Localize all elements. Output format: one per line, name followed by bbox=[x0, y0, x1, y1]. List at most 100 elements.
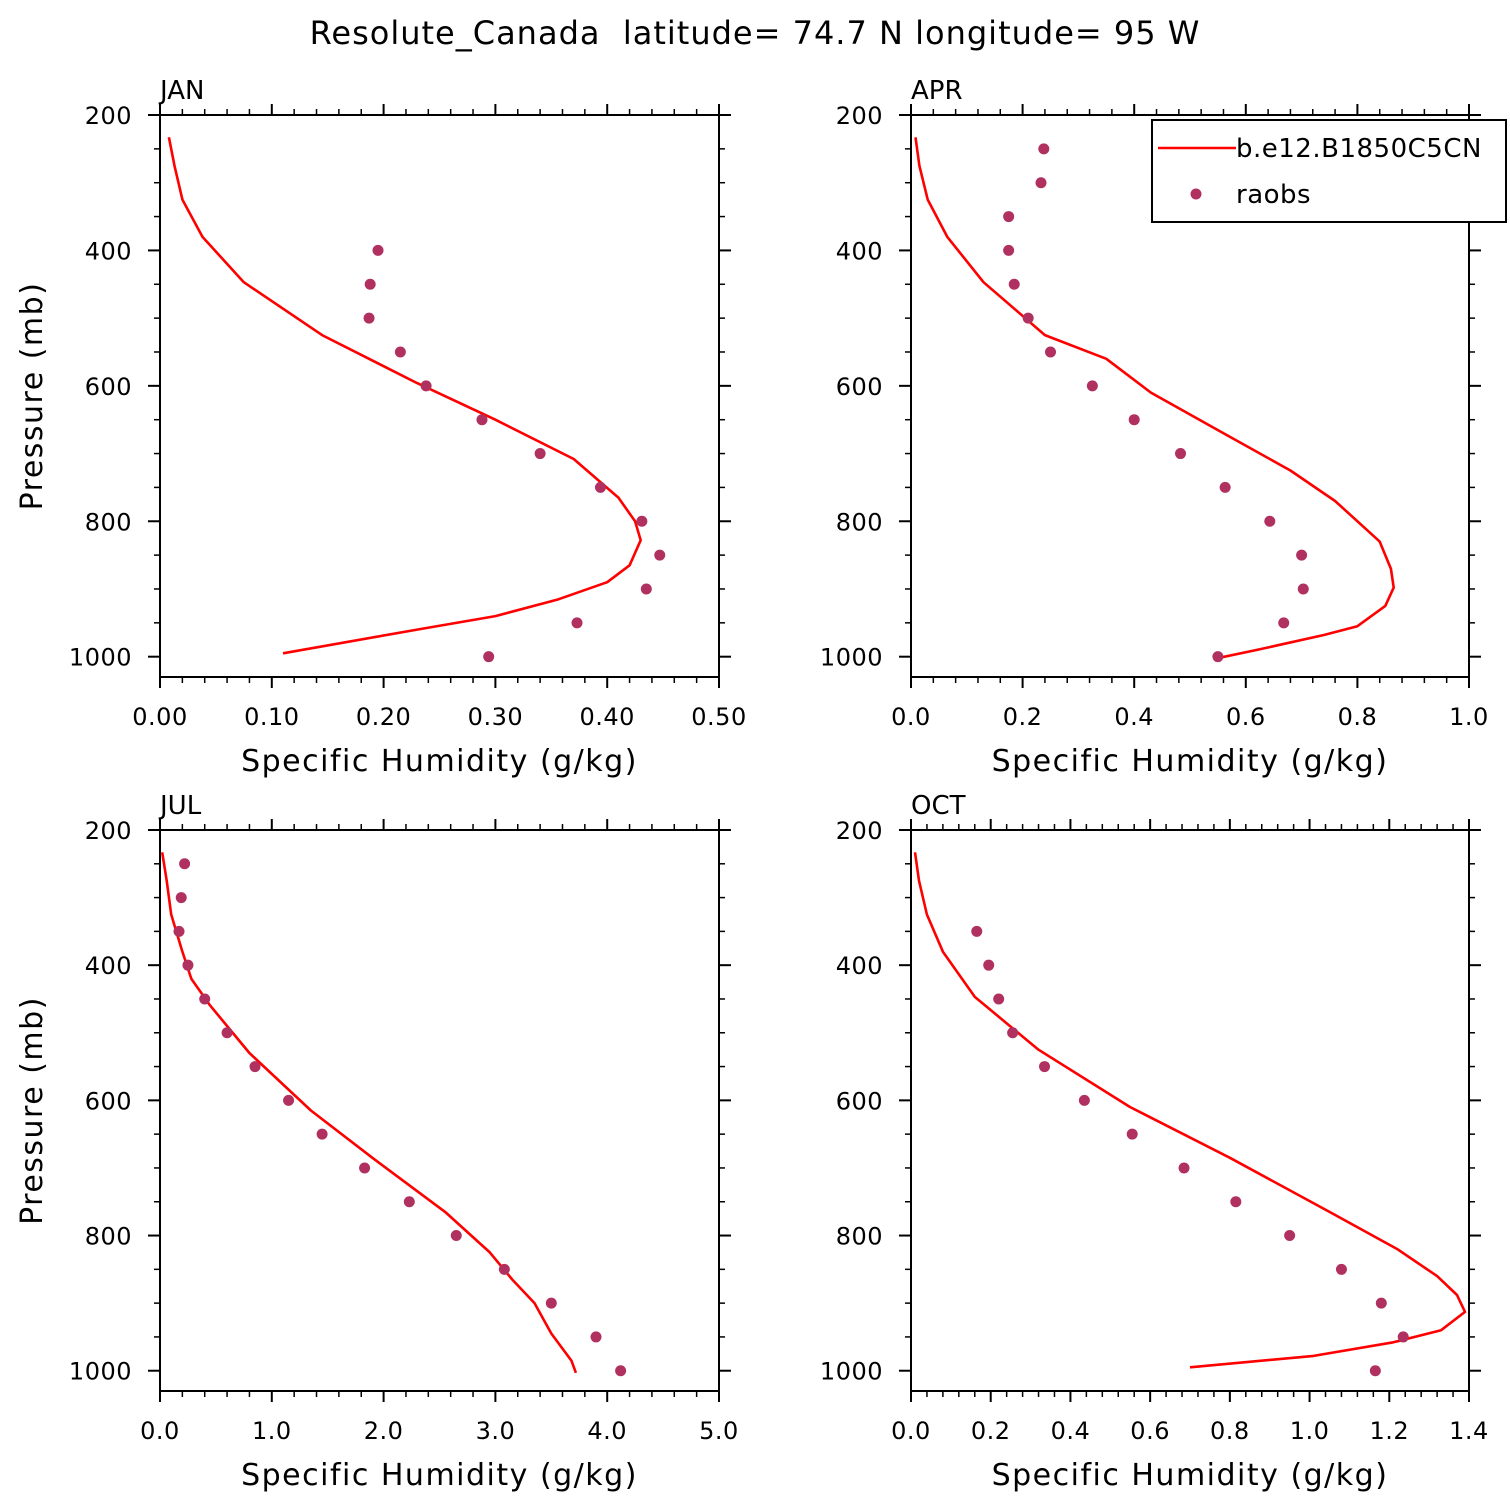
series-point-raobs bbox=[636, 515, 648, 527]
series-point-raobs bbox=[983, 959, 995, 971]
x-tick-label: 0.4 bbox=[1051, 1417, 1091, 1445]
series-point-raobs bbox=[1003, 244, 1015, 256]
series-point-raobs bbox=[1284, 1230, 1296, 1242]
series-point-raobs bbox=[1003, 211, 1015, 223]
legend-label-model: b.e12.B1850C5CN bbox=[1236, 134, 1482, 164]
series-point-raobs bbox=[175, 892, 187, 904]
series-point-raobs bbox=[1375, 1297, 1387, 1309]
plot-frame bbox=[910, 114, 1470, 678]
series-point-raobs bbox=[394, 346, 406, 358]
series-point-raobs bbox=[1086, 380, 1098, 392]
series-point-raobs bbox=[1219, 481, 1231, 493]
x-tick-label: 0.0 bbox=[891, 703, 931, 731]
series-point-raobs bbox=[364, 278, 376, 290]
series-point-raobs bbox=[1296, 549, 1308, 561]
y-tick-label: 800 bbox=[85, 508, 132, 536]
series-line-model bbox=[160, 852, 578, 1374]
panel-jan: JAN 0.00 0.10 0.20 0.30 0.40 0.50 200 400 600 800 1… bbox=[15, 76, 746, 779]
series-point-raobs bbox=[249, 1061, 261, 1073]
series-point-raobs bbox=[1022, 312, 1034, 324]
series-point-raobs bbox=[173, 925, 185, 937]
y-tick-label: 1000 bbox=[69, 1358, 132, 1386]
x-axis-title: Specific Humidity (g/kg) bbox=[241, 744, 638, 779]
y-tick-label: 200 bbox=[836, 817, 883, 845]
series-point-raobs bbox=[534, 448, 546, 460]
x-axis-title: Specific Humidity (g/kg) bbox=[992, 1458, 1389, 1493]
series-point-raobs bbox=[615, 1365, 627, 1377]
series-point-raobs bbox=[420, 380, 432, 392]
series-point-raobs bbox=[179, 858, 191, 870]
series-line-model bbox=[913, 852, 1467, 1369]
x-tick-label: 0.40 bbox=[579, 703, 634, 731]
series-point-raobs bbox=[545, 1297, 557, 1309]
x-tick-label: 0.8 bbox=[1210, 1417, 1250, 1445]
x-tick-label: 0.0 bbox=[140, 1417, 180, 1445]
y-tick-label: 600 bbox=[836, 373, 883, 401]
x-tick-label: 5.0 bbox=[699, 1417, 739, 1445]
x-tick-label: 2.0 bbox=[364, 1417, 404, 1445]
legend-label-raobs: raobs bbox=[1236, 180, 1311, 210]
x-tick-label: 3.0 bbox=[476, 1417, 516, 1445]
y-axis-title: Pressure (mb) bbox=[15, 996, 50, 1225]
x-tick-label: 0.2 bbox=[1003, 703, 1043, 731]
series-point-raobs bbox=[594, 481, 606, 493]
y-tick-label: 1000 bbox=[69, 644, 132, 672]
series-point-raobs bbox=[316, 1128, 328, 1140]
series-point-raobs bbox=[1039, 1061, 1051, 1073]
x-tick-label: 0.6 bbox=[1226, 703, 1266, 731]
series-point-raobs bbox=[1078, 1094, 1090, 1106]
panel-label: APR bbox=[911, 76, 963, 106]
x-axis-title: Specific Humidity (g/kg) bbox=[241, 1458, 638, 1493]
series-point-raobs bbox=[1335, 1263, 1347, 1275]
series-point-raobs bbox=[1369, 1365, 1381, 1377]
legend: b.e12.B1850C5CN raobs bbox=[1151, 119, 1507, 223]
series-point-raobs bbox=[483, 651, 495, 663]
series-point-raobs bbox=[1128, 414, 1140, 426]
y-tick-label: 1000 bbox=[820, 1358, 883, 1386]
legend-marker-swatch bbox=[1190, 188, 1202, 200]
series-point-raobs bbox=[498, 1263, 510, 1275]
y-tick-label: 1000 bbox=[820, 644, 883, 672]
series-point-raobs bbox=[1007, 1027, 1019, 1039]
series-point-raobs bbox=[1397, 1331, 1409, 1343]
series-point-raobs bbox=[476, 414, 488, 426]
x-tick-label: 0.8 bbox=[1338, 703, 1378, 731]
series-point-raobs bbox=[640, 583, 652, 595]
x-tick-label: 0.20 bbox=[356, 703, 411, 731]
y-tick-label: 400 bbox=[836, 237, 883, 265]
x-tick-label: 0.50 bbox=[691, 703, 746, 731]
y-tick-label: 800 bbox=[836, 508, 883, 536]
y-tick-label: 800 bbox=[85, 1223, 132, 1251]
panels-container: JAN 0.00 0.10 0.20 0.30 0.40 0.50 200 400 600 800 1… bbox=[15, 76, 1489, 1493]
x-tick-label: 0.00 bbox=[132, 703, 187, 731]
y-axis-title: Pressure (mb) bbox=[15, 282, 50, 511]
plot-frame bbox=[159, 114, 720, 678]
x-tick-label: 0.10 bbox=[244, 703, 299, 731]
series-point-raobs bbox=[403, 1196, 415, 1208]
series-point-raobs bbox=[1045, 346, 1056, 358]
series-point-raobs bbox=[1230, 1196, 1242, 1208]
y-tick-label: 600 bbox=[85, 1087, 132, 1115]
series-point-raobs bbox=[359, 1162, 371, 1174]
x-tick-label: 0.6 bbox=[1130, 1417, 1170, 1445]
x-tick-label: 0.4 bbox=[1114, 703, 1154, 731]
y-tick-label: 400 bbox=[836, 952, 883, 980]
x-tick-label: 0.30 bbox=[468, 703, 523, 731]
y-tick-label: 200 bbox=[85, 102, 132, 130]
series-point-raobs bbox=[971, 925, 983, 937]
x-tick-label: 1.0 bbox=[1449, 703, 1489, 731]
panel-label: JUL bbox=[158, 791, 202, 821]
series-point-raobs bbox=[199, 993, 211, 1005]
panel-label: OCT bbox=[911, 791, 966, 821]
series-point-raobs bbox=[1264, 515, 1276, 527]
x-tick-label: 1.0 bbox=[1290, 1417, 1330, 1445]
series-line-model bbox=[167, 137, 643, 655]
series-point-raobs bbox=[1178, 1162, 1190, 1174]
series-point-raobs bbox=[1297, 583, 1309, 595]
series-point-raobs bbox=[1212, 651, 1224, 663]
x-tick-label: 0.2 bbox=[971, 1417, 1011, 1445]
x-tick-label: 1.2 bbox=[1369, 1417, 1409, 1445]
series-point-raobs bbox=[1008, 278, 1020, 290]
series-point-raobs bbox=[1038, 143, 1050, 155]
legend-box bbox=[1151, 119, 1507, 223]
